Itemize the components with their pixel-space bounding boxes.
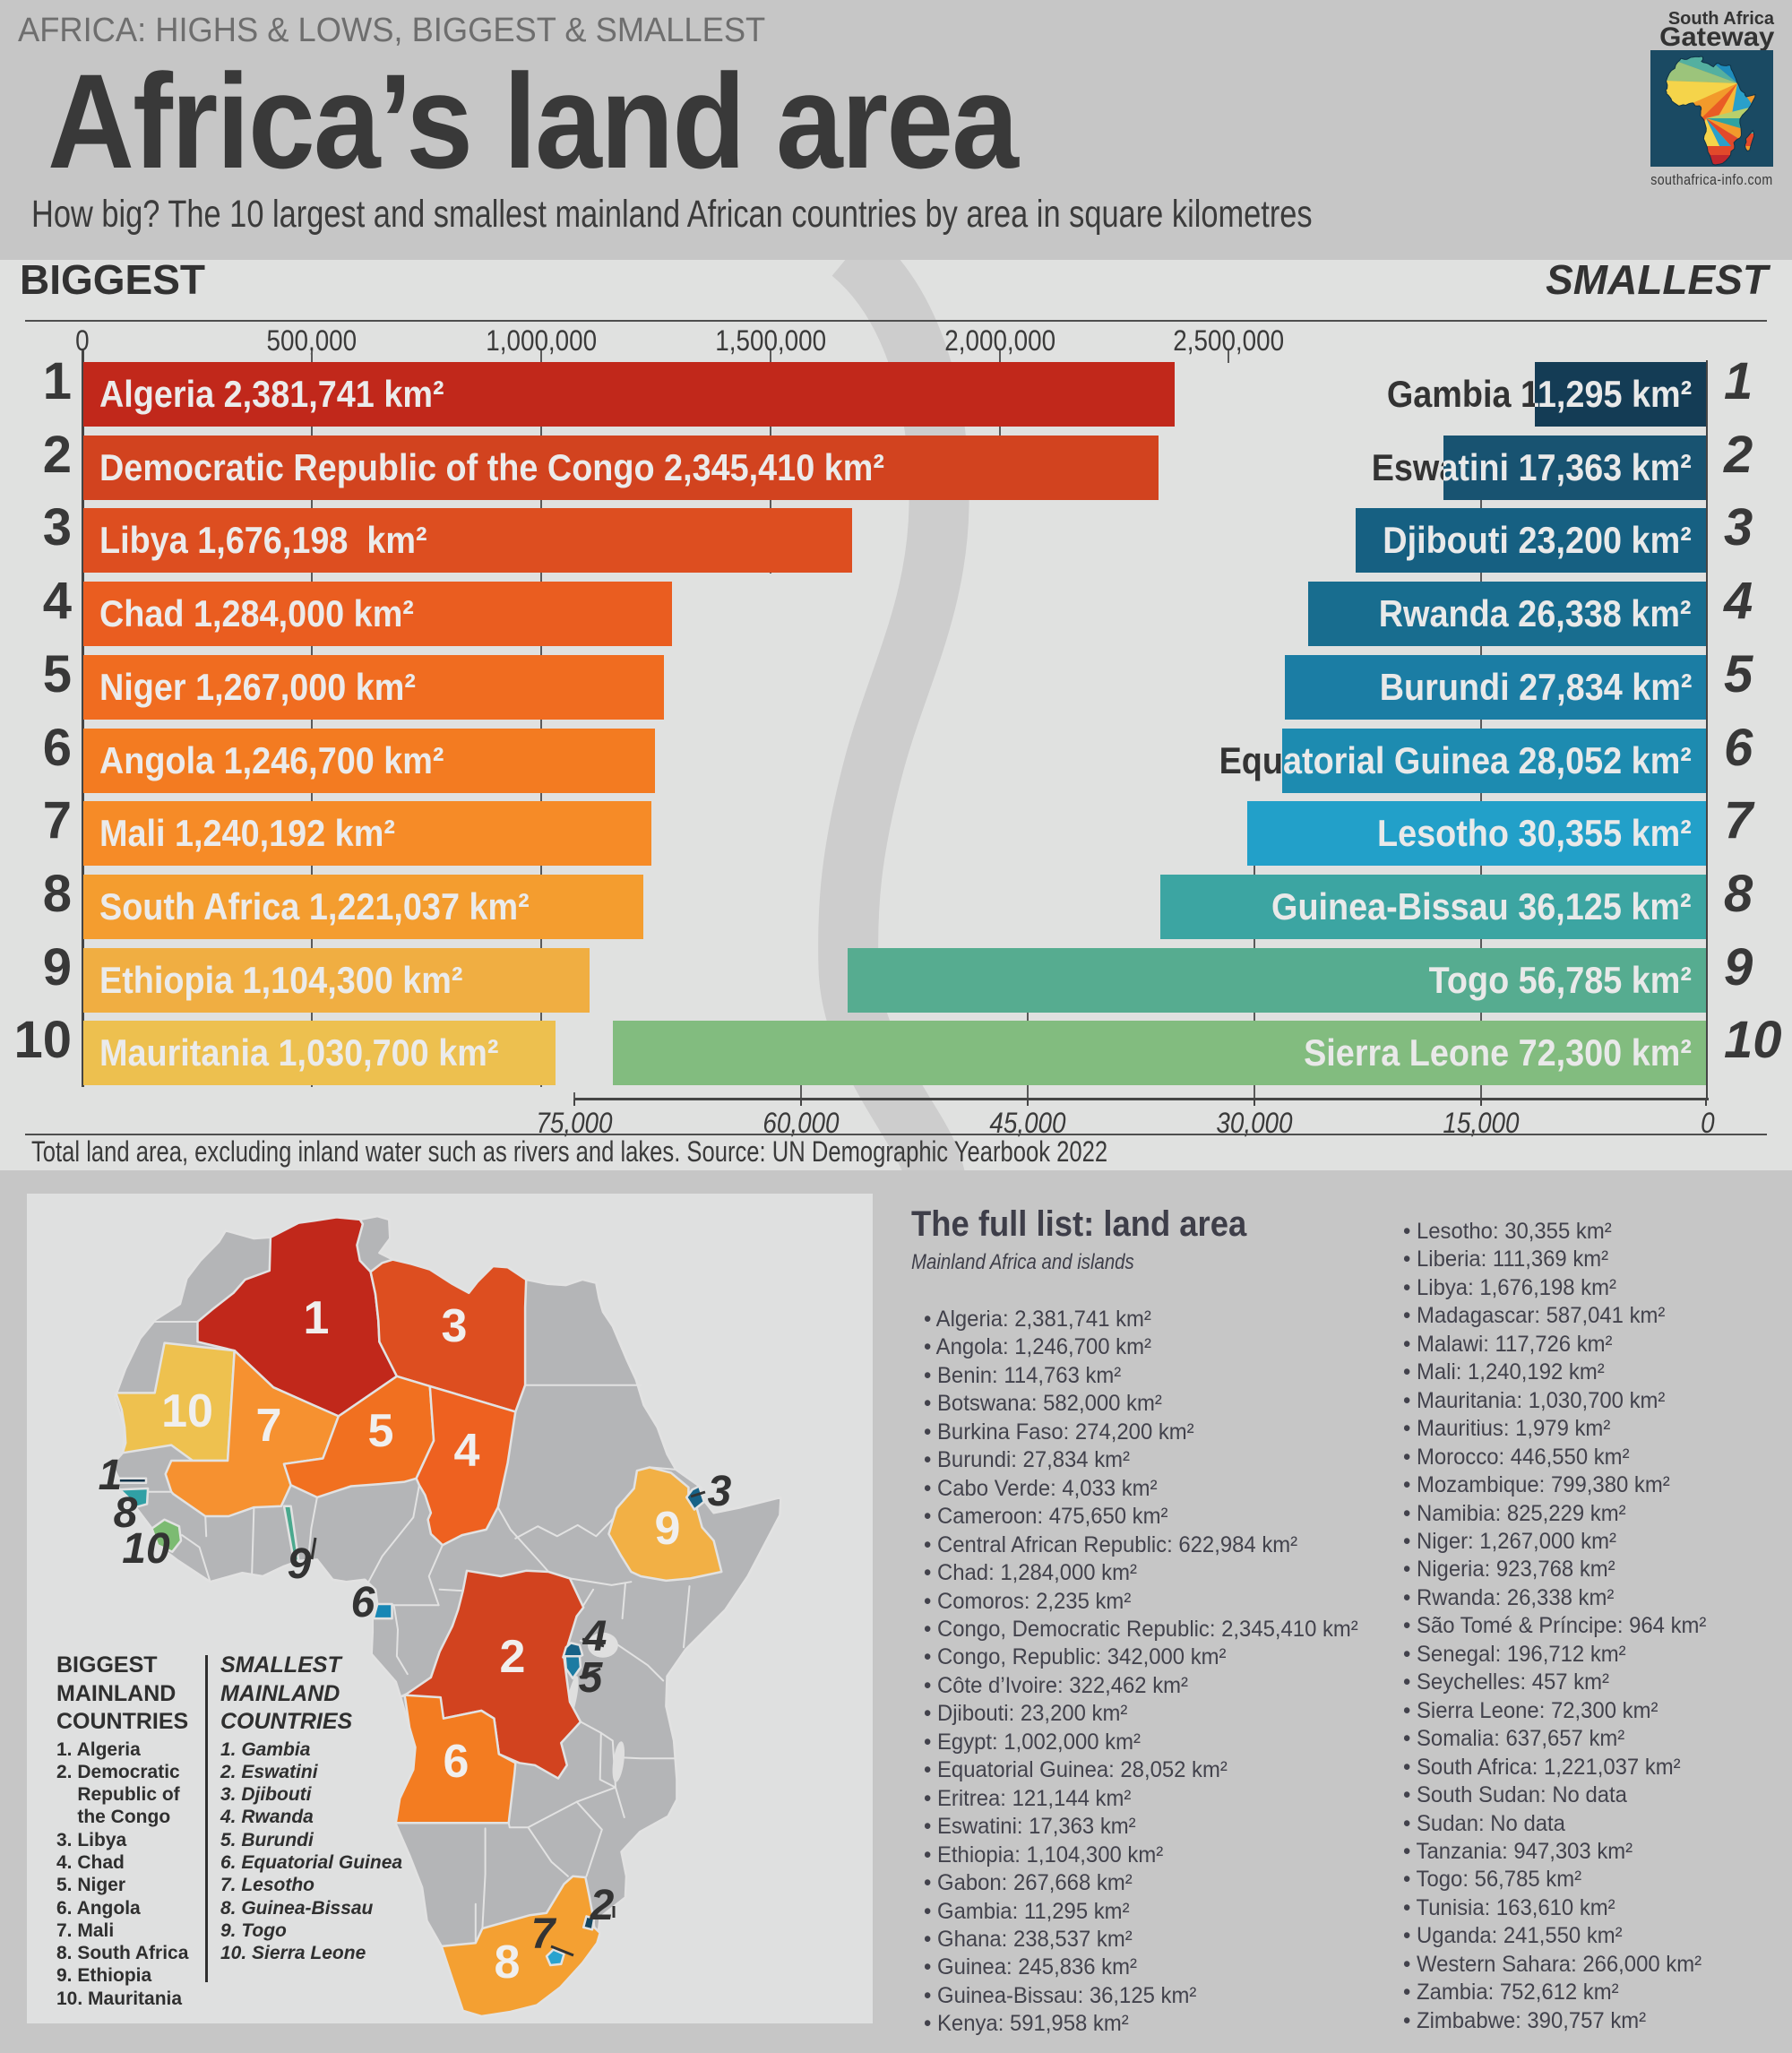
svg-text:2: 2 [590,1882,615,1929]
svg-text:8: 8 [495,1937,521,1988]
svg-text:7: 7 [531,1911,557,1958]
svg-text:9: 9 [655,1503,681,1555]
svg-text:9: 9 [288,1540,312,1588]
svg-text:1: 1 [304,1292,330,1344]
svg-text:3: 3 [442,1300,468,1352]
svg-text:8: 8 [114,1489,138,1537]
svg-text:4: 4 [454,1425,480,1477]
svg-text:2: 2 [500,1631,526,1683]
svg-text:5: 5 [579,1654,604,1702]
svg-text:7: 7 [256,1400,282,1452]
svg-text:6: 6 [444,1736,470,1788]
svg-text:1: 1 [99,1452,123,1499]
svg-text:4: 4 [582,1613,607,1661]
svg-text:3: 3 [708,1468,732,1515]
svg-text:10: 10 [122,1525,170,1573]
svg-text:6: 6 [351,1579,375,1626]
svg-text:10: 10 [161,1385,213,1437]
svg-text:5: 5 [368,1405,394,1457]
